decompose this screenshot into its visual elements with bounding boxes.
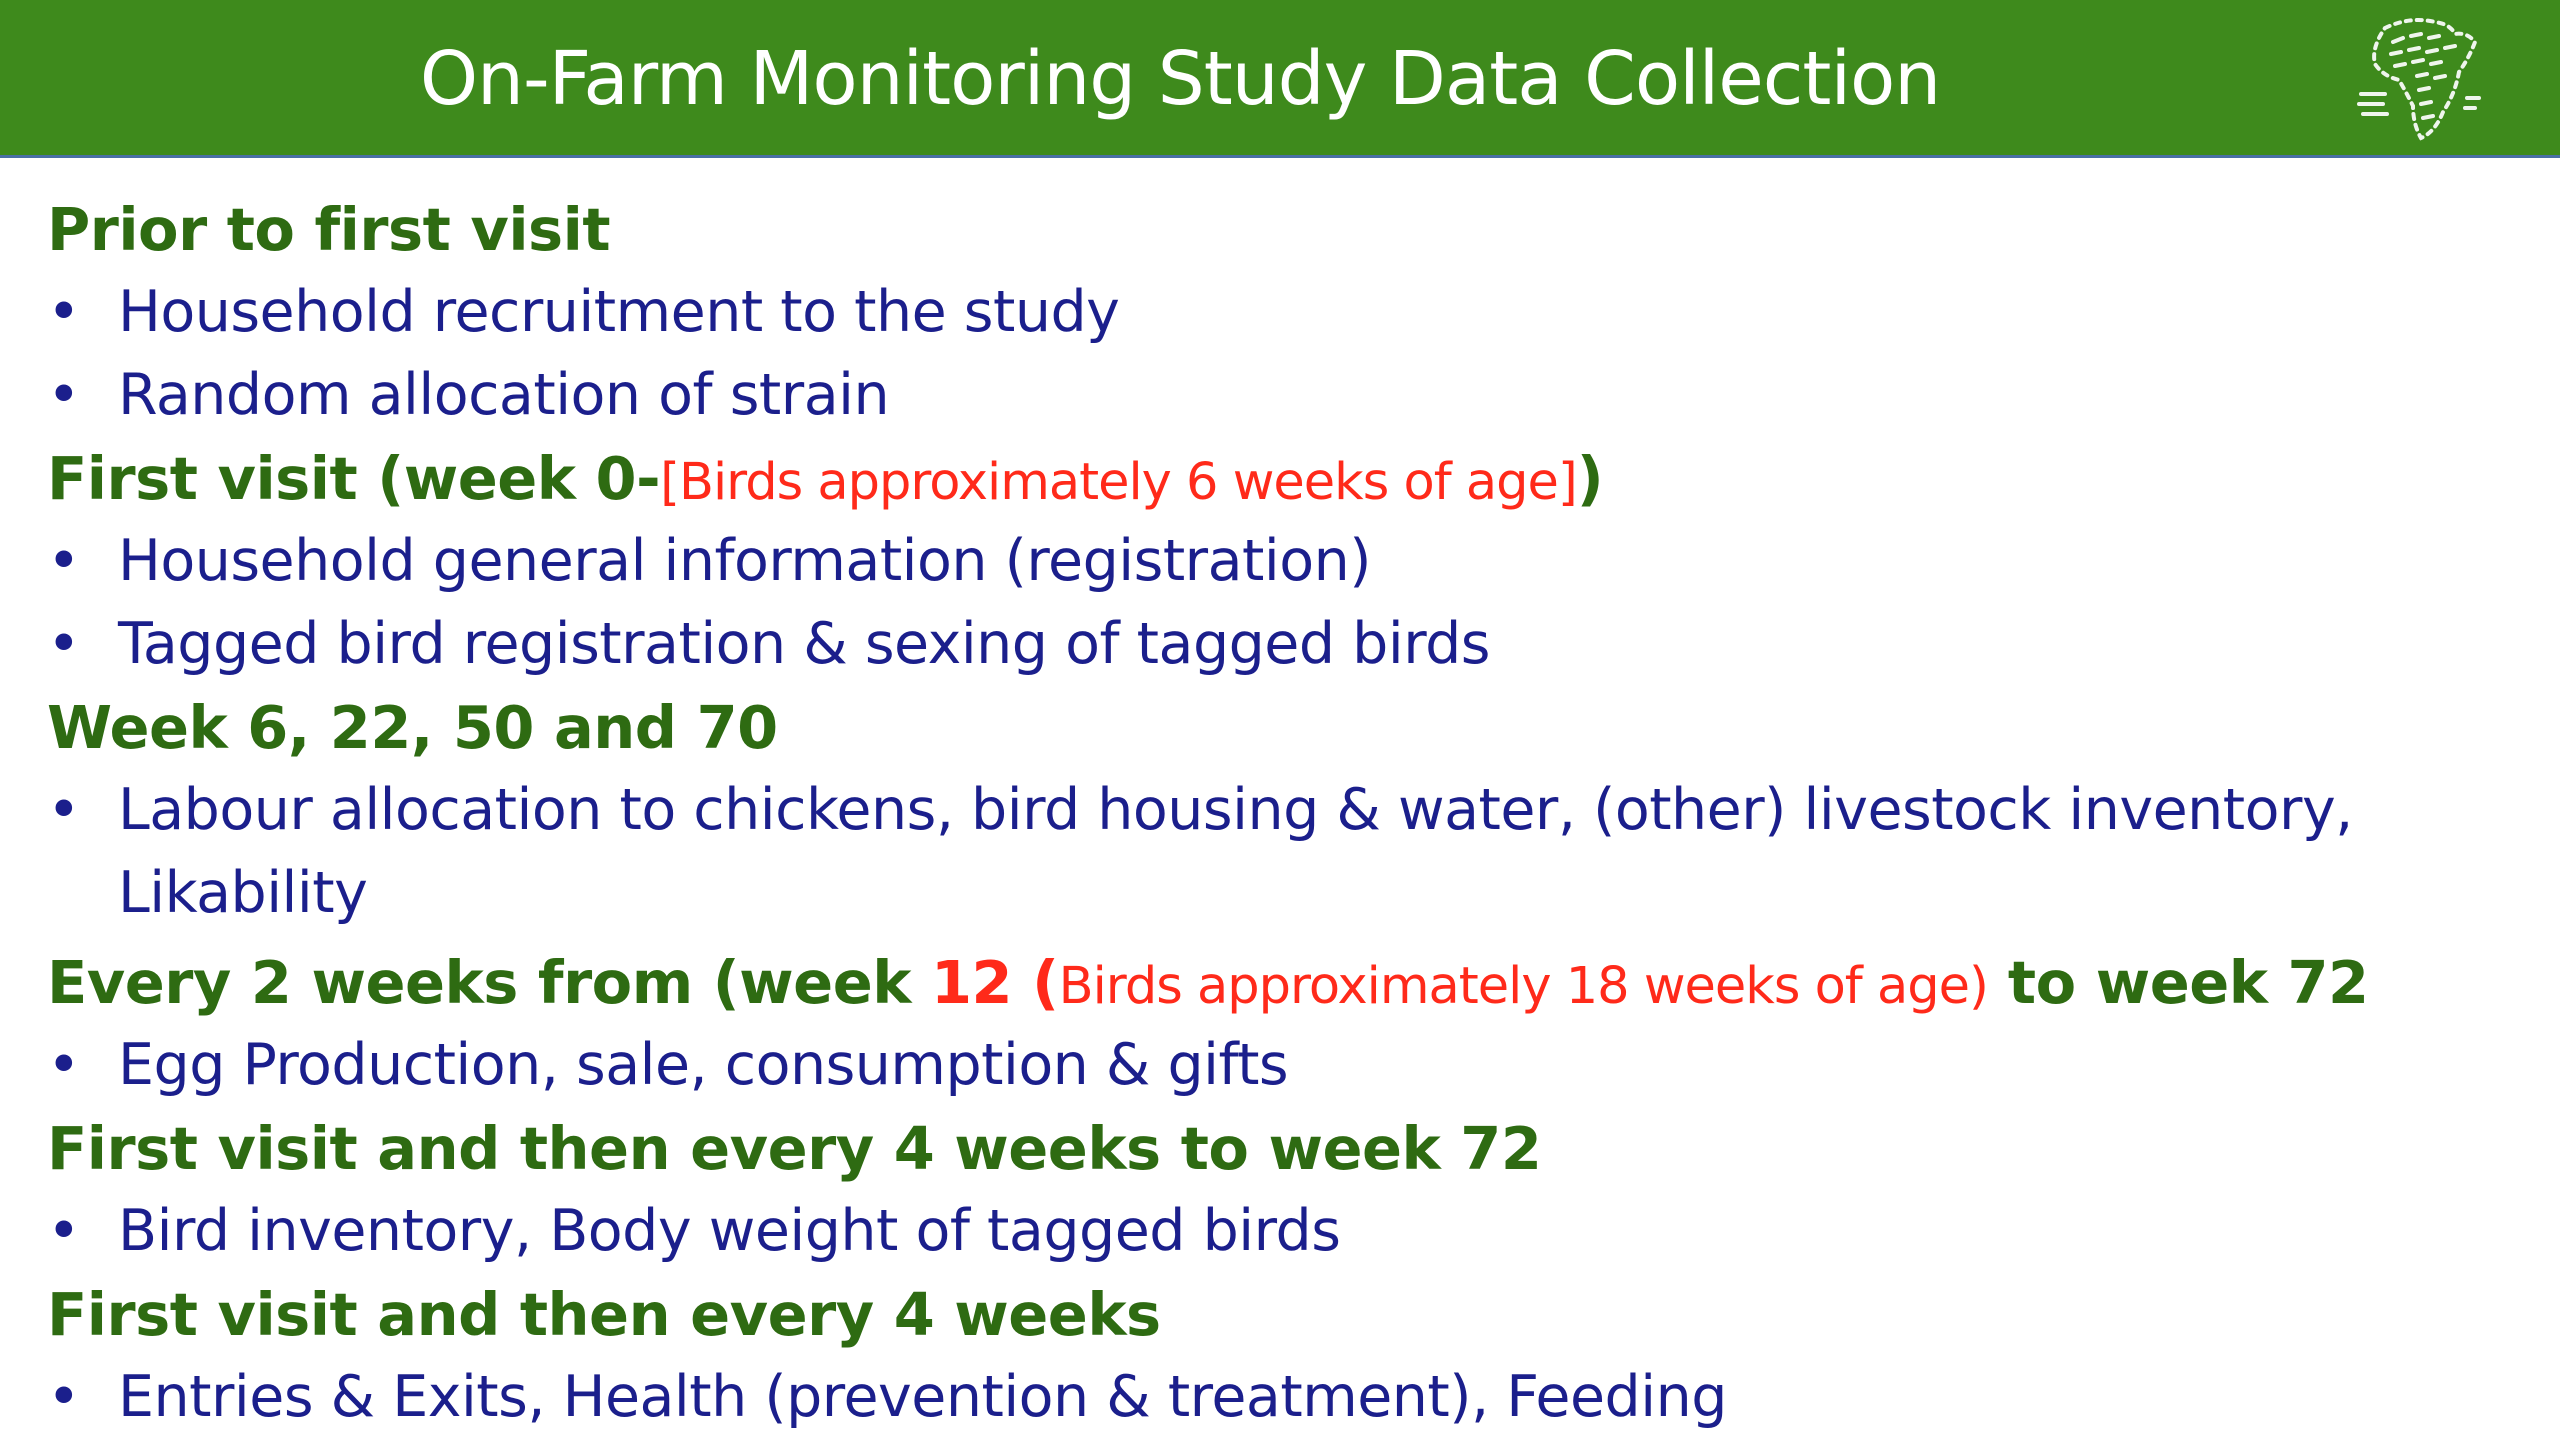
section-heading-prior-first-visit: Prior to first visit (47, 195, 611, 264)
title-bar: On-Farm Monitoring Study Data Collection (0, 0, 2560, 158)
list-item-text: Labour allocation to chickens, bird hous… (118, 777, 2353, 926)
heading-text-end: to week 72 (1987, 948, 2369, 1017)
list-item: • Egg Production, sale, consumption & gi… (47, 1024, 2507, 1107)
list-item-text: Egg Production, sale, consumption & gift… (118, 1032, 1289, 1098)
africa-map-logo-icon (2357, 18, 2481, 141)
list-item: • Entries & Exits, Health (prevention & … (47, 1356, 2507, 1439)
bullet-icon: • (47, 1364, 81, 1430)
list-item: • Household general information (registr… (47, 520, 2507, 603)
bullet-icon: • (47, 777, 81, 843)
heading-text: First visit (week 0- (47, 444, 661, 513)
bullet-icon: • (47, 279, 81, 345)
section-heading-every-4-weeks-to-72: First visit and then every 4 weeks to we… (47, 1114, 1542, 1183)
slide-title: On-Farm Monitoring Study Data Collection (419, 36, 1941, 122)
list-item: • Labour allocation to chickens, bird ho… (47, 769, 2507, 935)
age-note: Birds approximately 18 weeks of age) (1058, 957, 1989, 1016)
paren-highlight: ( (1012, 948, 1059, 1017)
list-item-text: Household general information (registrat… (118, 528, 1371, 594)
list-item: • Tagged bird registration & sexing of t… (47, 603, 2507, 686)
bullet-icon: • (47, 362, 81, 428)
heading-text: Every 2 weeks from (week (47, 948, 931, 1017)
heading-text-close: ) (1576, 444, 1604, 513)
list-item: • Household recruitment to the study (47, 271, 2507, 354)
list-item-text: Entries & Exits, Health (prevention & tr… (118, 1364, 1727, 1430)
bullet-icon: • (47, 528, 81, 594)
list-item: • Bird inventory, Body weight of tagged … (47, 1190, 2507, 1273)
age-note: [Birds approximately 6 weeks of age] (660, 453, 1578, 512)
section-heading-every-4-weeks: First visit and then every 4 weeks (47, 1280, 1161, 1349)
section-heading-every-2-weeks: Every 2 weeks from (week 12 (Birds appro… (47, 941, 2507, 1024)
list-item-text: Bird inventory, Body weight of tagged bi… (118, 1198, 1341, 1264)
section-heading-weeks: Week 6, 22, 50 and 70 (47, 693, 778, 762)
section-heading-first-visit: First visit (week 0-[Birds approximately… (47, 437, 2507, 520)
list-item-text: Tagged bird registration & sexing of tag… (118, 611, 1491, 677)
list-item-text: Household recruitment to the study (118, 279, 1120, 345)
list-item-text: Random allocation of strain (118, 362, 890, 428)
week-number-highlight: 12 (931, 948, 1013, 1017)
list-item: • Random allocation of strain (47, 354, 2507, 437)
slide-body: Prior to first visit • Household recruit… (47, 188, 2507, 1439)
bullet-icon: • (47, 611, 81, 677)
bullet-icon: • (47, 1198, 81, 1264)
bullet-icon: • (47, 1032, 81, 1098)
